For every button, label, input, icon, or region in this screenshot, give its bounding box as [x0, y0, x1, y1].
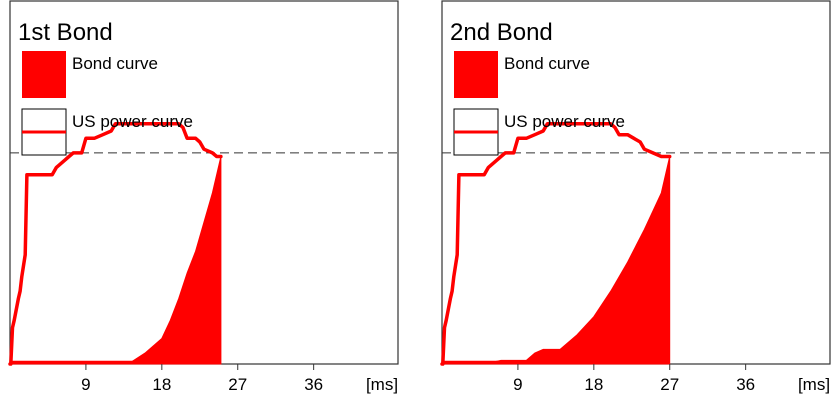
chart-svg: 2nd Bond Bond curve US power curve 9 18 27 36 […	[440, 0, 831, 394]
bond-curve-area	[442, 156, 671, 365]
chart-title: 1st Bond	[18, 19, 113, 46]
legend-label-bond-curve: Bond curve	[72, 54, 158, 73]
legend-label-bond-curve: Bond curve	[504, 54, 590, 73]
legend-swatch-us-power-curve	[453, 108, 499, 156]
legend-swatch-us-power-curve	[21, 108, 67, 156]
x-tick-label: 36	[736, 375, 755, 394]
legend-swatch-bond-curve	[454, 51, 498, 98]
chart-panel-1st-bond: 1st Bond Bond curve US power curve 9 18 27 36 […	[0, 0, 400, 398]
x-unit-label: [ms]	[798, 375, 830, 394]
x-tick-label: 9	[81, 375, 90, 394]
legend-label-us-power-curve: US power curve	[504, 112, 625, 131]
us-power-curve-line	[440, 122, 672, 366]
x-tick-label: 18	[584, 375, 603, 394]
chart-svg: 1st Bond Bond curve US power curve 9 18 27 36 […	[8, 0, 399, 394]
x-unit-label: [ms]	[366, 375, 398, 394]
legend-label-us-power-curve: US power curve	[72, 112, 193, 131]
chart-panel-2nd-bond: 2nd Bond Bond curve US power curve 9 18 27 36 […	[432, 0, 832, 398]
x-tick-label: 27	[228, 375, 247, 394]
chart-title: 2nd Bond	[450, 19, 553, 46]
x-tick-label: 9	[513, 375, 522, 394]
x-tick-label: 27	[660, 375, 679, 394]
x-tick-label: 36	[304, 375, 323, 394]
legend-swatch-bond-curve	[22, 51, 66, 98]
x-tick-label: 18	[152, 375, 171, 394]
us-power-curve-line	[8, 122, 223, 366]
